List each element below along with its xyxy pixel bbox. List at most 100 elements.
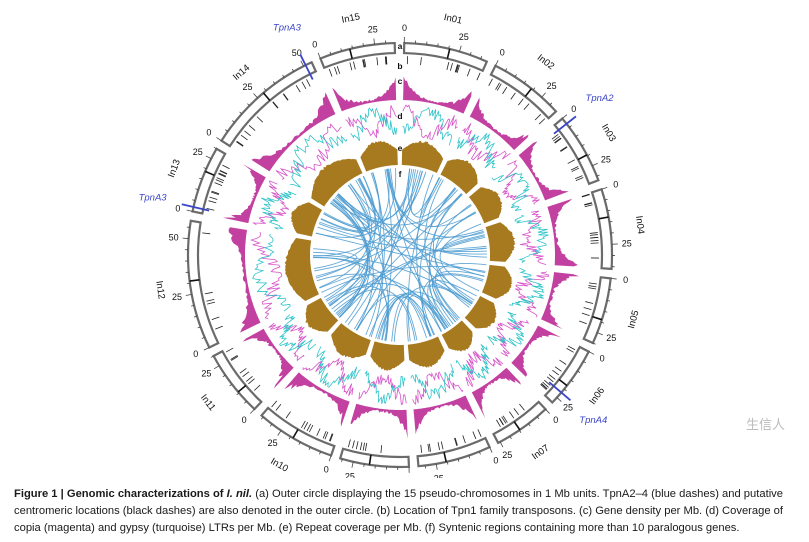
- tpn1-tick: [334, 66, 338, 75]
- tpn1-tick: [384, 56, 387, 65]
- tpn1-tick: [240, 134, 248, 141]
- scale-tick-label: 25: [606, 333, 616, 343]
- scale-tick: [457, 458, 460, 462]
- scale-tick-label: 25: [622, 238, 632, 248]
- scale-tick: [192, 199, 196, 201]
- tpn1-tick: [554, 366, 562, 372]
- scale-tick: [231, 120, 235, 123]
- scale-tick: [263, 88, 267, 91]
- synteny-link: [406, 295, 442, 342]
- chromosome-label: In05: [626, 309, 642, 330]
- synteny-link: [378, 293, 450, 340]
- scale-tick: [528, 423, 531, 427]
- centromere-dash: [189, 279, 200, 282]
- tpn1-tick: [427, 443, 430, 452]
- scale-tick: [518, 430, 522, 433]
- tpn1-tick: [362, 442, 365, 451]
- synteny-link: [368, 293, 446, 337]
- track-letter: b: [397, 61, 402, 71]
- scale-tick-label: 25: [563, 403, 573, 413]
- synteny-link: [332, 199, 371, 323]
- scale-tick-label: 0: [242, 415, 247, 425]
- scale-tick-label: 25: [172, 292, 182, 302]
- tpn1-tick: [256, 116, 264, 123]
- synteny-link: [349, 183, 485, 277]
- chromosome-label: In04: [633, 215, 646, 235]
- chromosome-label: In13: [166, 158, 183, 179]
- scale-tick-label: 0: [206, 128, 211, 138]
- chromosome-label: In10: [268, 456, 290, 475]
- scale-tick: [308, 446, 311, 450]
- scale-tick: [446, 461, 449, 465]
- repeat-coverage-area: [284, 238, 319, 301]
- synteny-link: [337, 172, 382, 317]
- tpn1-tick: [215, 325, 223, 330]
- synteny-link: [381, 296, 427, 341]
- scale-tick-label: 25: [193, 147, 203, 157]
- scale-tick: [317, 52, 321, 59]
- scale-tick: [435, 463, 438, 470]
- gypsy-ltr-line: [316, 346, 361, 388]
- tpn1-tick: [219, 170, 228, 175]
- tpn1-tick: [495, 82, 500, 90]
- scale-tick: [499, 441, 504, 448]
- tpn1-tick: [272, 101, 279, 109]
- repeat-coverage-area: [305, 297, 339, 332]
- copia-ltr-line: [275, 123, 342, 180]
- tpn1-tick: [231, 355, 239, 361]
- tpn1-tick: [214, 182, 223, 186]
- tpn1-tick: [437, 442, 441, 451]
- synteny-link: [313, 248, 358, 272]
- tpn1-tick: [519, 403, 525, 411]
- scale-tick: [298, 441, 301, 445]
- scale-tick-label: 0: [571, 104, 576, 114]
- tpn1-tick: [440, 441, 444, 450]
- scale-tick: [562, 114, 568, 119]
- tpn1-tick: [236, 140, 244, 147]
- chromosome-band: [492, 400, 548, 445]
- scale-tick-label: 0: [407, 477, 412, 478]
- scale-tick-label: 50: [169, 232, 179, 242]
- gypsy-ltr-line: [509, 267, 545, 306]
- tpn1-tick: [581, 312, 590, 316]
- synteny-link: [434, 204, 472, 308]
- scale-tick-label: 0: [324, 465, 329, 475]
- tpn1-tick: [206, 208, 215, 211]
- tpn1-tick: [546, 376, 554, 383]
- scale-tick-label: 25: [268, 438, 278, 448]
- scale-tick: [504, 68, 508, 72]
- watermark-text: 生信人: [745, 418, 785, 433]
- tpn1-tick: [574, 175, 583, 180]
- scale-tick: [448, 45, 450, 49]
- synteny-link: [388, 168, 475, 301]
- track-letter: a: [398, 41, 403, 51]
- scale-tick-label: 0: [193, 349, 198, 359]
- gypsy-ltr-line: [350, 107, 398, 142]
- synteny-link: [339, 193, 463, 318]
- gene-density-area: [228, 227, 261, 333]
- tpn1-tick: [510, 92, 516, 100]
- scale-tick-label: 0: [613, 180, 618, 190]
- scale-tick: [194, 315, 198, 318]
- scale-tick: [523, 80, 527, 84]
- tpn1-tick: [541, 383, 548, 390]
- scale-tick: [536, 416, 540, 420]
- scale-tick-label: 0: [312, 40, 317, 50]
- tpn1-tick: [588, 282, 597, 285]
- scale-tick: [186, 209, 193, 212]
- synteny-link: [333, 198, 473, 304]
- gene-density-area: [350, 403, 408, 439]
- transposon-label: TpnA2: [586, 93, 615, 104]
- gene-density-area: [332, 77, 397, 112]
- scale-tick: [583, 361, 587, 364]
- transposon-label: TpnA3: [273, 23, 302, 34]
- tpn1-tick: [462, 435, 466, 444]
- tpn1-tick: [248, 125, 256, 131]
- tpn1-tick: [446, 61, 450, 70]
- copia-ltr-line: [496, 319, 530, 357]
- gypsy-ltr-line: [279, 314, 317, 352]
- transposon-marker: [181, 203, 210, 212]
- scale-tick: [319, 451, 321, 455]
- synteny-link: [442, 230, 487, 255]
- scale-tick: [272, 81, 276, 85]
